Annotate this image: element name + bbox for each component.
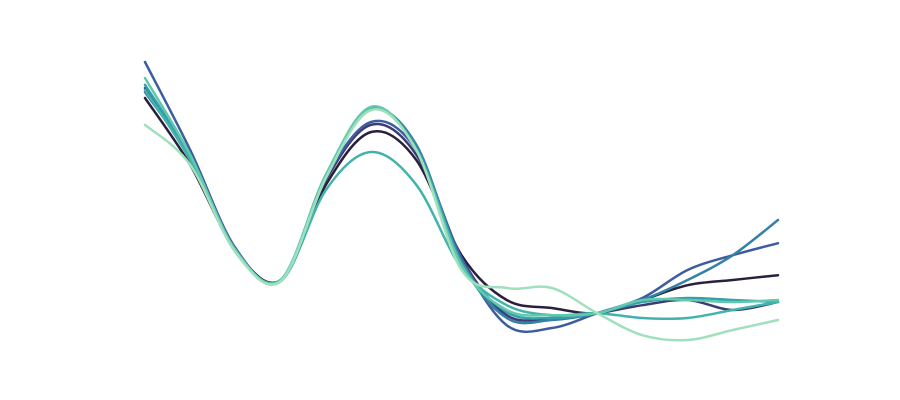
line-series: [143, 108, 780, 342]
line-series: [143, 60, 780, 333]
line-series: [143, 88, 780, 321]
line-series: [143, 90, 780, 325]
line-series: [143, 76, 780, 317]
